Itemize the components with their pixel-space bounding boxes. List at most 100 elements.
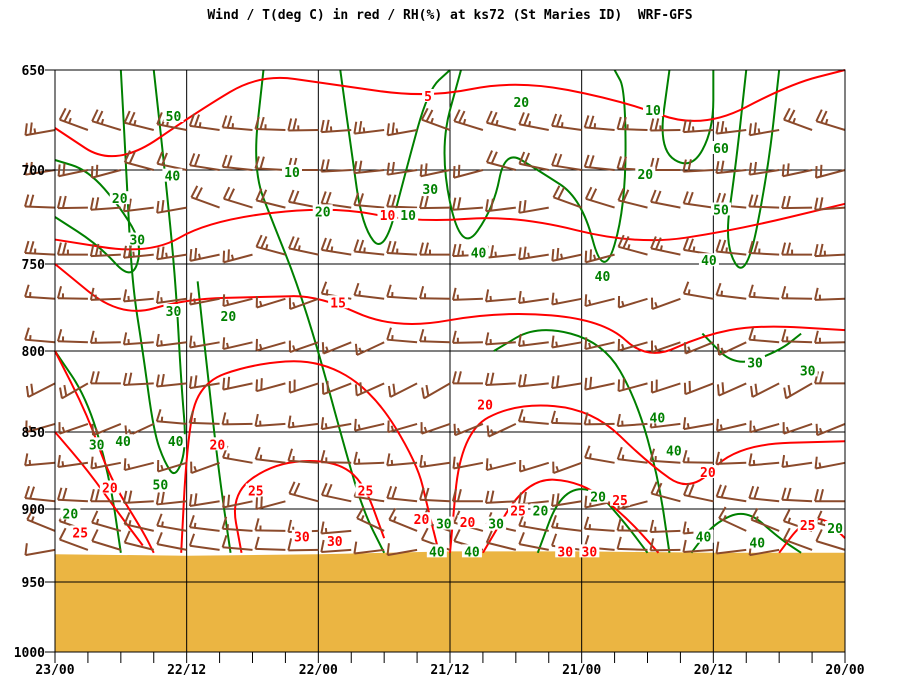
wind-barb [617,188,648,209]
wind-barb [255,234,286,256]
x-tick-label: 21/00 [562,663,601,678]
wind-barb-flag [61,195,67,209]
wind-barb-flag [815,423,819,436]
wind-barb-flag [814,456,818,469]
wind-barb-flag [621,116,627,130]
wind-barb-half-flag [490,429,495,435]
wind-barb [419,328,451,344]
wind-barb-flag [325,159,330,172]
wind-barb [551,113,582,131]
wind-barb-flag [616,156,622,169]
wind-barb [321,341,352,355]
wind-barb [123,530,154,551]
wind-barb-flag [193,493,198,506]
wind-barb [222,249,253,264]
wind-barb-flag [456,489,462,502]
wind-barb-flag [29,486,36,499]
wind-barb [783,382,813,400]
wind-barb-flag [57,454,61,468]
wind-barb [421,382,451,400]
wind-barb-half-flag [787,517,792,524]
wind-barb-flag [58,527,67,541]
wind-barb-shaft [584,126,615,131]
wind-barb-half-flag [724,127,728,133]
wind-barb-half-flag [392,516,397,522]
wind-barb-flag [552,185,561,198]
wind-barb-half-flag [692,246,696,252]
wind-barb [485,110,517,131]
wind-barb-flag [29,161,33,175]
wind-barb-shaft [223,197,253,209]
wind-barb-shaft [551,164,582,171]
wind-barb-shaft [518,253,549,261]
wind-barb [288,481,319,503]
wind-barb-flag [721,382,725,394]
wind-barb-flag [288,236,295,249]
wind-barb-flag [127,490,133,503]
wind-barb-flag [386,240,392,254]
wind-barb-flag [523,199,527,213]
plot-frame [54,69,846,653]
wind-barb-shaft [91,540,122,551]
wind-barb-flag [325,119,330,132]
wind-barb-flag [221,412,227,425]
wind-barb-flag [386,327,392,340]
wind-barb-half-flag [588,342,592,349]
wind-barb [485,150,517,171]
wind-barb-half-flag [362,127,366,133]
wind-barb-half-flag [160,340,163,346]
wind-barb-flag [227,249,230,262]
wind-barb-flag [523,246,527,259]
wind-barb [254,536,286,551]
wind-barb-flag [189,248,193,261]
wind-barb [221,516,253,532]
x-tick-label: 23/00 [35,663,74,678]
wind-barb-shaft [749,497,780,503]
rh-contour-label-bg [109,191,130,205]
wind-barb [419,487,451,503]
wind-barb-flag [682,417,687,430]
wind-barb-shaft [518,420,549,425]
temperature-contour-label: 25 [72,526,88,541]
rh-contour-label: 30 [747,356,763,371]
wind-barb [189,153,220,171]
wind-barb [584,337,615,351]
wind-barb-flag [551,493,555,507]
wind-barb-half-flag [330,246,334,252]
wind-barb-flag [122,245,127,258]
chart-title: Wind / T(deg C) in red / RH(%) at ks72 (… [207,8,693,23]
wind-barb [452,164,484,179]
wind-barb-flag [452,197,457,210]
rh-contour-label: 10 [400,209,416,224]
wind-barb-flag [819,164,823,177]
wind-barb-flag [392,383,396,395]
wind-barb [221,534,253,551]
wind-barb-shaft [189,544,220,551]
wind-barb-flag [452,166,456,178]
wind-barb-half-flag [725,247,728,253]
wind-barb-half-flag [757,128,761,134]
wind-barb-shaft [321,248,352,256]
wind-barb [781,195,813,210]
wind-barb [386,194,418,209]
wind-barb [783,107,813,131]
wind-barb-half-flag [133,119,137,126]
wind-barb-flag [584,337,588,350]
wind-barb-half-flag [818,462,822,468]
wind-barb-flag [484,490,490,504]
wind-barb [715,451,747,465]
wind-barb-flag [188,514,195,528]
wind-barb-half-flag [193,466,198,472]
wind-barb [254,156,286,171]
y-tick-label: 650 [22,64,46,79]
wind-barb-flag [819,371,824,384]
rh-contour-40 [443,69,627,263]
wind-barb-half-flag [423,426,428,433]
wind-barb-flag [517,333,522,347]
wind-barb-shaft [486,121,517,131]
wind-barb [452,456,484,470]
wind-barb [650,236,681,256]
wind-barb-flag [584,186,593,200]
wind-barb-flag [63,384,68,397]
wind-barb-shaft [683,202,714,209]
